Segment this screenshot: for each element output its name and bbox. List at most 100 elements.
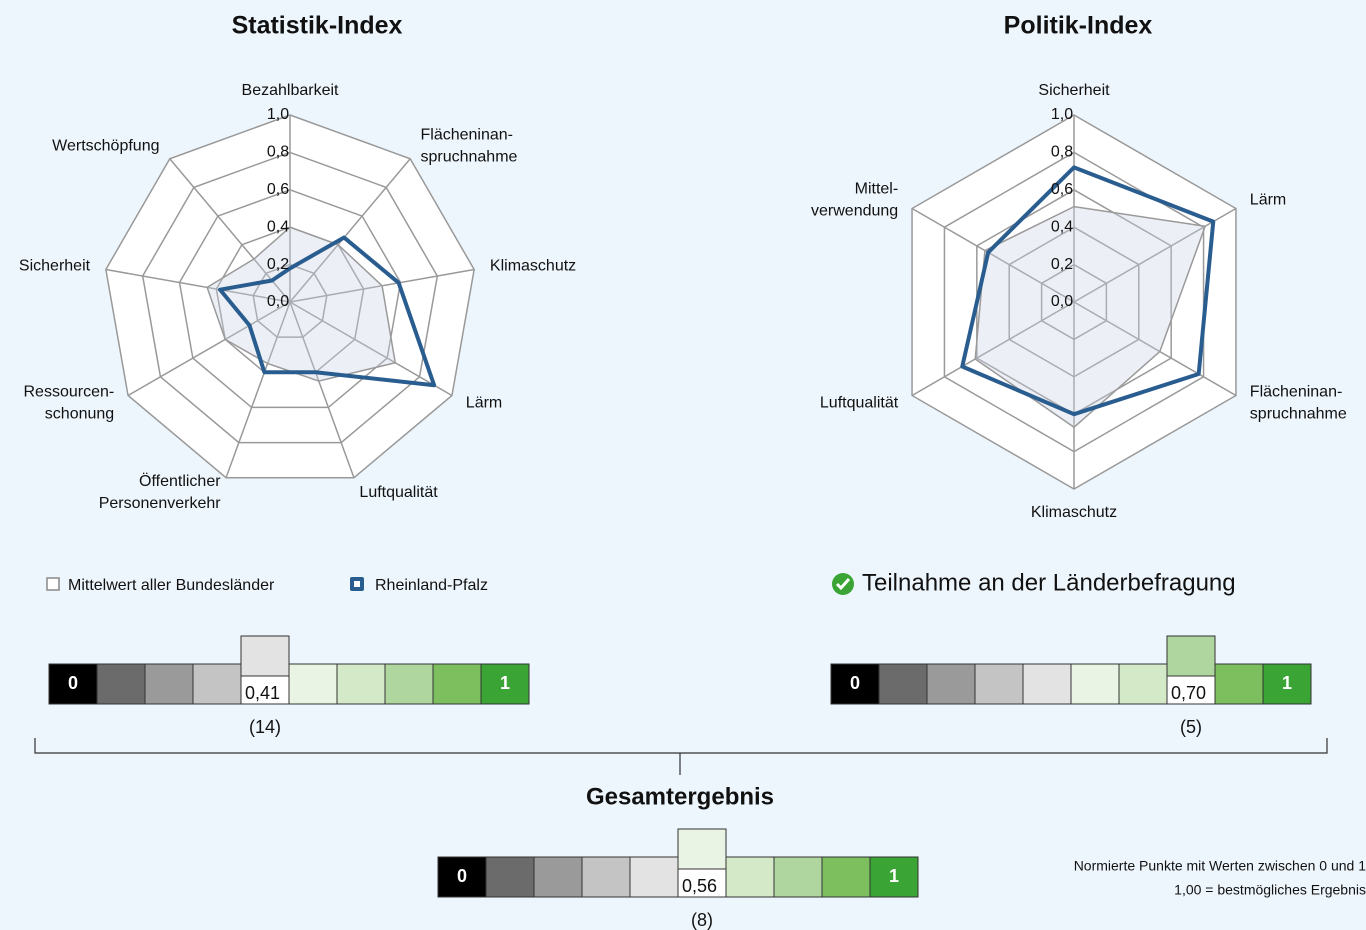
scale-cell xyxy=(384,663,434,705)
y-tick-label: 1,0 xyxy=(1051,106,1073,123)
y-tick-label: 0,4 xyxy=(267,218,289,235)
category-label-line: Mittel- xyxy=(855,181,899,198)
y-tick-label: 0,6 xyxy=(1051,181,1073,198)
bracket xyxy=(34,738,1328,775)
spoke xyxy=(1073,301,1237,397)
category-label-line: Lärm xyxy=(1250,192,1286,209)
category-label: Lärm xyxy=(466,395,502,412)
scale-cell xyxy=(288,663,338,705)
radar-series xyxy=(960,165,1216,417)
score-label: 0,56 xyxy=(682,876,717,896)
category-label-line: Luftqualität xyxy=(359,484,438,501)
scale-cell xyxy=(48,663,98,705)
radar-series xyxy=(974,205,1206,429)
category-label: Lärm xyxy=(1250,192,1286,209)
category-label: Mittel-verwendung xyxy=(811,181,898,220)
legend-label: Mittelwert aller Bundesländer xyxy=(68,577,275,594)
category-label: Luftqualität xyxy=(359,484,438,501)
category-label-line: Wertschöpfung xyxy=(52,138,159,155)
scale-cell xyxy=(974,663,1024,705)
y-tick-label: 0,6 xyxy=(267,181,289,198)
rank-label: (8) xyxy=(691,910,713,930)
rank-label: (5) xyxy=(1180,717,1202,737)
y-tick-label: 0,0 xyxy=(267,293,289,310)
spoke xyxy=(225,301,291,478)
y-tick-label: 0,2 xyxy=(267,256,289,273)
y-tick-label: 0,4 xyxy=(1051,218,1073,235)
note: Normierte Punkte mit Werten zwischen 0 u… xyxy=(1074,858,1366,874)
score-label: 0,41 xyxy=(245,683,280,703)
category-label-line: Flächeninan- xyxy=(1250,384,1343,401)
legend-label: Rheinland-Pfalz xyxy=(375,577,488,594)
category-label-line: Ressourcen- xyxy=(23,384,114,401)
category-label: Klimaschutz xyxy=(490,258,576,275)
category-label-line: Sicherheit xyxy=(1038,82,1110,99)
category-label-line: Sicherheit xyxy=(19,258,91,275)
category-label-line: Öffentlicher xyxy=(139,472,221,490)
scale-cell xyxy=(821,856,871,898)
category-label-line: Luftqualität xyxy=(820,395,899,412)
category-label-line: Klimaschutz xyxy=(1031,504,1117,521)
scale-end: 1 xyxy=(889,866,899,886)
y-tick-label: 1,0 xyxy=(267,106,289,123)
scale-cell xyxy=(1262,663,1312,705)
category-label: Sicherheit xyxy=(1038,82,1110,99)
scale-cell xyxy=(1070,663,1120,705)
scale-cell xyxy=(773,856,823,898)
category-label-line: Flächeninan- xyxy=(420,127,512,144)
scale-cell xyxy=(432,663,482,705)
scale-cell xyxy=(1118,663,1168,705)
score-label: 0,70 xyxy=(1171,683,1206,703)
scale-cell xyxy=(629,856,679,898)
scale-cell xyxy=(869,856,919,898)
legend-swatch xyxy=(46,577,60,591)
scale-cell xyxy=(96,663,146,705)
spoke xyxy=(289,158,411,303)
spoke xyxy=(911,207,1075,303)
spoke xyxy=(289,301,453,397)
category-label-line: spruchnahme xyxy=(1250,406,1347,423)
spoke xyxy=(1073,207,1237,303)
scale-cell xyxy=(926,663,976,705)
note: 1,00 = bestmögliches Ergebnis xyxy=(1174,882,1366,898)
category-label: Öffentlicher Personenverkehr xyxy=(99,472,222,512)
category-label-line: verwendung xyxy=(811,203,898,220)
category-label: Flächeninan-spruchnahme xyxy=(420,127,517,166)
category-label-line: Bezahlbarkeit xyxy=(242,82,340,99)
scale-cell xyxy=(581,856,631,898)
scale-cell xyxy=(485,856,535,898)
scale-end: 0 xyxy=(457,866,467,886)
category-label-line: schonung xyxy=(45,406,114,423)
category-label: Klimaschutz xyxy=(1031,504,1117,521)
legend-swatch-inner xyxy=(354,581,360,587)
scale-cell xyxy=(725,856,775,898)
scale-cell xyxy=(144,663,194,705)
category-label-line: Lärm xyxy=(466,395,502,412)
total-title: Gesamtergebnis xyxy=(586,783,774,810)
spoke xyxy=(911,301,1075,397)
scale-end: 0 xyxy=(68,673,78,693)
spoke xyxy=(289,301,355,478)
chart-title: Politik-Index xyxy=(1004,12,1153,40)
scale-cell xyxy=(437,856,487,898)
category-label: Sicherheit xyxy=(19,258,91,275)
score-cell xyxy=(677,828,727,870)
category-label: Wertschöpfung xyxy=(52,138,159,155)
scale-end: 1 xyxy=(1282,673,1292,693)
scale-cell xyxy=(336,663,386,705)
scale-cell xyxy=(1214,663,1264,705)
radar-series xyxy=(218,235,437,388)
category-label-line: Klimaschutz xyxy=(490,258,576,275)
participation: Teilnahme an der Länderbefragung xyxy=(862,569,1236,596)
y-tick-label: 0,2 xyxy=(1051,256,1073,273)
scale-cell xyxy=(480,663,530,705)
category-label-line: spruchnahme xyxy=(420,149,517,166)
scale-end: 0 xyxy=(850,673,860,693)
scale-cell xyxy=(830,663,880,705)
spoke xyxy=(127,301,291,397)
spoke xyxy=(105,268,291,303)
category-label: Bezahlbarkeit xyxy=(242,82,340,99)
scale-cell xyxy=(1022,663,1072,705)
score-cell xyxy=(240,635,290,677)
